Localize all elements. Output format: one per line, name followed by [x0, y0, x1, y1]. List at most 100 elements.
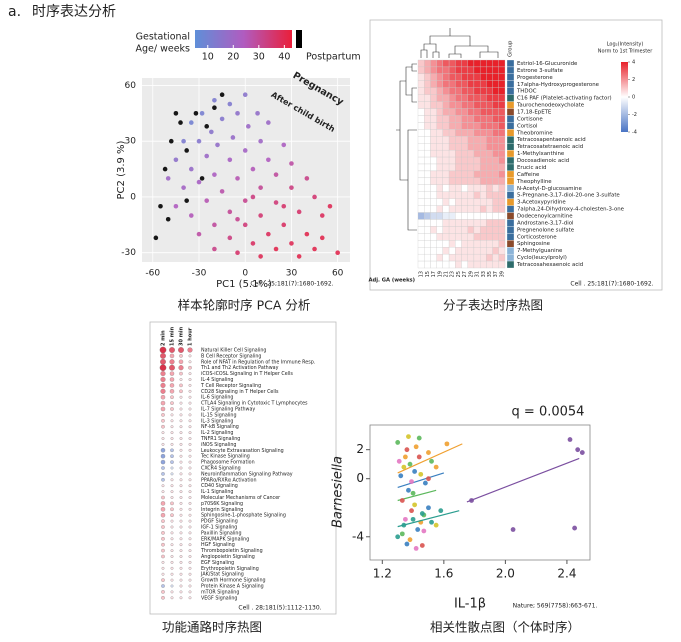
point — [212, 98, 217, 103]
heat-cell — [442, 122, 450, 130]
group-cell — [506, 66, 515, 75]
heat-cell — [467, 212, 475, 220]
point — [204, 198, 210, 203]
heat-cell — [461, 240, 468, 248]
heat-cell — [436, 177, 444, 185]
heat-cell — [479, 184, 487, 192]
heat-cell — [442, 212, 450, 220]
dot — [161, 431, 165, 435]
heat-cell — [486, 129, 493, 137]
point — [242, 198, 248, 203]
row-label: Tetracosapentaenoic acid — [516, 137, 586, 143]
heat-cell — [442, 143, 450, 151]
heat-cell — [473, 66, 481, 75]
point — [235, 176, 240, 181]
heat-cell — [486, 191, 493, 199]
figure-title: 时序表达分析 — [32, 4, 116, 20]
heat-cell — [479, 143, 487, 151]
heat-cell — [430, 156, 437, 165]
heat-cell — [424, 87, 431, 95]
group-cell — [506, 260, 515, 269]
colorbar — [621, 62, 628, 132]
column-dendrogram — [420, 28, 499, 58]
group-cell — [506, 205, 515, 213]
heat-cell — [498, 247, 506, 255]
column-label: 1 hour — [188, 327, 194, 346]
column-label: 2 min — [161, 330, 167, 346]
dot — [179, 560, 183, 564]
point — [255, 111, 260, 116]
heat-cell — [424, 184, 431, 192]
heat-cell — [424, 212, 431, 220]
point — [209, 129, 214, 135]
heat-cell — [442, 260, 450, 269]
heat-cell — [467, 149, 475, 158]
point — [173, 157, 179, 163]
heat-cell — [448, 260, 456, 269]
row-label: Dodecenoylcarnitine — [517, 214, 573, 220]
point — [158, 203, 163, 209]
point — [250, 194, 256, 200]
point — [273, 172, 279, 177]
heat-cell — [430, 108, 437, 116]
point — [212, 172, 217, 177]
heat-cell — [498, 219, 506, 227]
dot — [179, 425, 183, 429]
heat-cell — [498, 177, 506, 185]
heat-cell — [479, 177, 487, 185]
fit-line — [397, 510, 460, 528]
row-label: mTOR Signaling — [201, 589, 239, 595]
heat-cell — [424, 191, 431, 199]
heat-cell — [436, 94, 444, 102]
point — [212, 222, 217, 228]
colorbar-tick-label: -4 — [632, 130, 637, 136]
point — [258, 213, 263, 218]
dot — [179, 472, 183, 476]
group-cell — [506, 170, 515, 179]
heat-cell — [442, 205, 450, 213]
heat-cell — [479, 170, 487, 179]
point — [401, 464, 407, 470]
point — [304, 231, 310, 237]
heat-cell — [479, 233, 487, 241]
heat-cell — [436, 129, 444, 137]
row-label: Sphingosine — [517, 241, 551, 247]
dot — [170, 549, 174, 553]
heat-cell — [492, 143, 499, 151]
heat-cell — [424, 198, 431, 206]
dot — [161, 560, 165, 564]
point — [402, 516, 408, 522]
heat-cell — [473, 108, 481, 116]
heat-cell — [436, 122, 444, 130]
group-cell — [506, 108, 515, 116]
heat-cell — [417, 226, 425, 234]
heat-cell — [479, 80, 487, 88]
dot — [188, 584, 192, 588]
heat-cell — [461, 163, 468, 172]
heat-cell — [492, 177, 499, 185]
point — [413, 545, 419, 551]
heat-cell — [448, 205, 456, 213]
point — [406, 434, 411, 440]
heat-cell — [461, 260, 468, 269]
dot — [179, 419, 183, 423]
heat-cell — [486, 80, 493, 88]
dot — [179, 395, 183, 399]
heat-cell — [436, 80, 444, 88]
heat-cell — [448, 233, 456, 241]
heat-cell — [486, 219, 493, 227]
dot — [188, 537, 192, 541]
dot — [170, 466, 174, 470]
heat-cell — [461, 226, 468, 234]
heat-cell — [442, 73, 450, 81]
heat-cell — [486, 177, 493, 185]
heat-cell — [430, 198, 437, 206]
heat-cell — [473, 115, 481, 123]
heat-cell — [473, 240, 481, 248]
dot — [160, 388, 166, 394]
x-tick-label: 60 — [332, 269, 344, 279]
heat-cell — [492, 184, 499, 192]
dot — [188, 484, 192, 488]
